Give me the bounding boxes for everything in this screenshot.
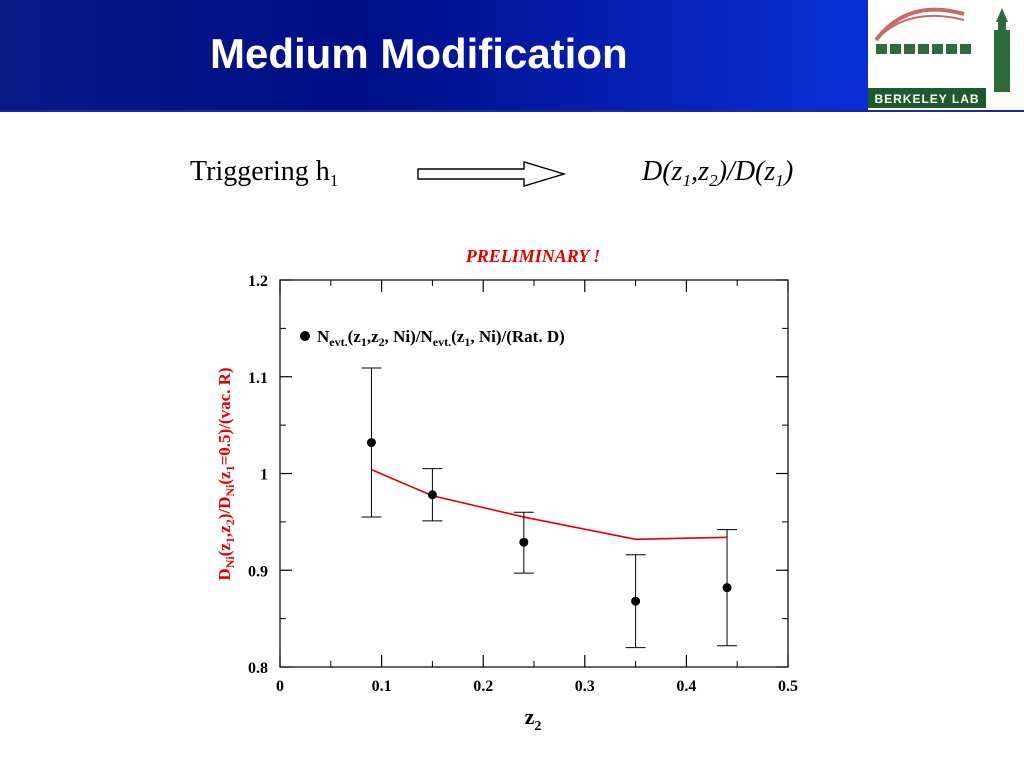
- y-label-sub: Ni: [223, 484, 237, 497]
- x-axis-label-sub: 2: [534, 719, 541, 734]
- legend-sub: evt.: [433, 335, 451, 349]
- legend-part: (z: [451, 327, 465, 346]
- data-point: [519, 537, 529, 547]
- legend-sub: evt.: [329, 335, 347, 349]
- legend-text: Nevt.(z1,z2, Ni)/Nevt.(z1, Ni)/(Rat. D): [317, 327, 565, 349]
- ratio-part: ): [783, 156, 794, 187]
- x-axis-label: z2: [525, 704, 542, 734]
- y-label-part: (z: [215, 471, 234, 485]
- y-label-part: D: [215, 568, 234, 580]
- x-tick-label: 0.1: [372, 678, 392, 695]
- y-label-sub: 2: [223, 519, 237, 525]
- ratio-part: D(z: [642, 156, 683, 187]
- y-label-part: =0.5)/(vac. R): [215, 367, 234, 465]
- ratio-sub: 1: [682, 171, 692, 191]
- x-tick-label: 0: [276, 678, 284, 695]
- y-label-part: ,z: [215, 525, 234, 537]
- preliminary-label: PRELIMINARY !: [465, 246, 601, 266]
- y-tick-labels: 0.8 0.9 1 1.1 1.2: [248, 273, 268, 677]
- subtitle-row: Triggering h1 D(z1,z2)/D(z1): [0, 150, 1024, 210]
- header-band: [0, 0, 868, 110]
- ratio-part: ,z: [691, 156, 710, 187]
- legend-sub: 2: [379, 335, 385, 349]
- y-axis-label: DNi(z1,z2)/DNi(z1=0.5)/(vac. R): [215, 367, 237, 580]
- x-tick-labels: 0 0.1 0.2 0.3 0.4 0.5: [276, 678, 798, 695]
- ratio-part: )/D(z: [717, 156, 776, 187]
- data-point-group: [513, 511, 534, 574]
- chart: PRELIMINARY ! 0 0.1 0.2 0.3 0.4 0.5 0.8 0.9 1 1.…: [215, 246, 798, 734]
- x-axis-label-main: z: [525, 704, 535, 729]
- axis-ticks: [279, 279, 789, 668]
- legend-part: N: [317, 327, 330, 346]
- legend-marker: [300, 331, 310, 341]
- data-point-group: [717, 529, 738, 647]
- y-label-sub: Ni: [223, 556, 237, 569]
- legend: Nevt.(z1,z2, Ni)/Nevt.(z1, Ni)/(Rat. D): [300, 327, 565, 349]
- legend-part: , Ni)/N: [385, 327, 434, 346]
- legend-part: ,z: [367, 327, 379, 346]
- slide-title: Medium Modification: [210, 30, 628, 77]
- data-point-group: [422, 468, 443, 522]
- trigger-sub: 1: [329, 171, 339, 191]
- model-line: [371, 468, 728, 541]
- y-label-sub: 1: [223, 465, 237, 471]
- trigger-label: Triggering h1: [190, 156, 339, 191]
- x-tick-label: 0.5: [778, 678, 798, 695]
- data-point-group: [625, 554, 646, 649]
- data-point: [427, 490, 437, 500]
- series-points-group: [361, 367, 738, 649]
- ratio-formula: D(z1,z2)/D(z1): [642, 156, 794, 191]
- berkeley-lab-logo: BERKELEY LAB: [868, 0, 1024, 112]
- legend-sub: 1: [361, 335, 367, 349]
- y-tick-label: 1: [260, 467, 268, 484]
- x-tick-label: 0.4: [676, 678, 696, 695]
- legend-part: (z: [348, 327, 362, 346]
- y-tick-label: 0.8: [248, 660, 268, 677]
- logo-text: BERKELEY LAB: [874, 92, 979, 106]
- y-label-sub: 1: [223, 537, 237, 543]
- y-tick-label: 1.2: [248, 273, 268, 290]
- y-label-part: )/D: [215, 497, 234, 520]
- legend-sub: 1: [464, 335, 470, 349]
- y-tick-label: 1.1: [248, 370, 268, 387]
- data-point: [366, 438, 376, 448]
- right-arrow-icon: [417, 161, 567, 187]
- legend-part: , Ni)/(Rat. D): [470, 327, 564, 346]
- y-label-part: (z: [215, 543, 234, 557]
- slide-header: Medium Modification BERKELEY LAB: [0, 0, 1024, 112]
- ratio-sub: 2: [709, 171, 718, 191]
- header-rule: [0, 110, 1024, 112]
- y-tick-label: 0.9: [248, 563, 268, 580]
- data-point: [722, 583, 732, 593]
- trigger-text: Triggering h: [190, 156, 330, 187]
- x-tick-label: 0.2: [473, 678, 493, 695]
- data-point-group: [361, 367, 382, 518]
- ratio-sub: 1: [775, 171, 784, 191]
- series-line-group: [371, 468, 728, 541]
- x-tick-label: 0.3: [575, 678, 595, 695]
- data-point: [631, 596, 641, 606]
